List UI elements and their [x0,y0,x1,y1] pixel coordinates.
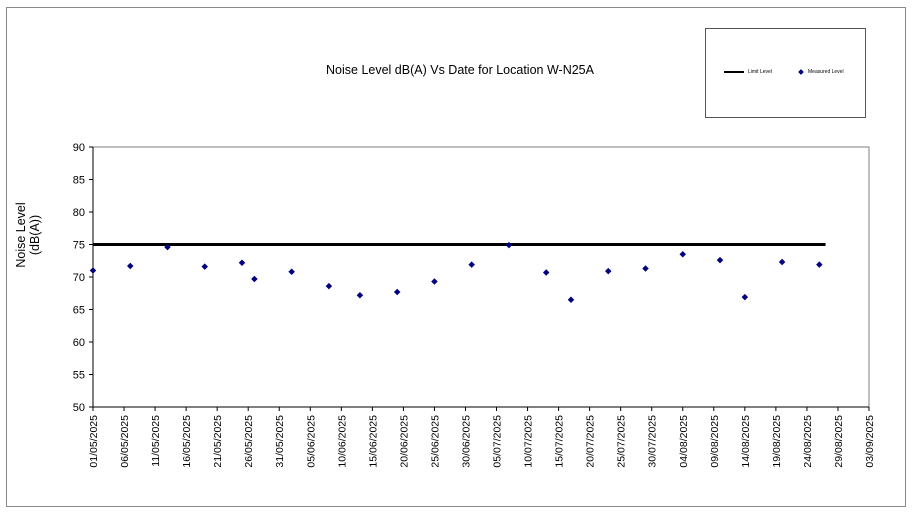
measured-level-point [325,282,333,290]
x-tick-label: 09/08/2025 [709,415,721,468]
x-tick-label: 05/07/2025 [492,415,504,468]
x-tick-label: 30/07/2025 [647,415,659,468]
legend-item-limit-level: Limit Level [724,69,772,75]
legend-line-swatch [724,71,744,73]
chart-title: Noise Level dB(A) Vs Date for Location W… [326,63,594,77]
measured-level-point [567,296,575,304]
measured-level-point [126,262,134,270]
y-tick-label: 65 [73,305,85,317]
measured-level-point [89,267,97,274]
x-tick-label: 01/05/2025 [88,415,100,468]
y-tick-label: 60 [73,337,85,349]
x-tick-label: 29/08/2025 [833,415,845,468]
x-tick-label: 10/06/2025 [336,415,348,468]
x-tick-label: 03/09/2025 [864,415,876,468]
legend-item-measured-level: Measured Level [798,69,844,75]
x-tick-label: 25/06/2025 [429,415,441,468]
x-tick-label: 05/06/2025 [305,415,317,468]
x-tick-label: 30/06/2025 [460,415,472,468]
x-tick-label: 31/05/2025 [274,415,286,468]
measured-level-point [679,250,687,258]
x-tick-label: 20/07/2025 [585,415,597,468]
measured-level-point [431,278,438,285]
y-axis: 50 55 60 65 70 75 80 85 90 [73,142,94,414]
measured-level-point [201,263,208,270]
measured-level-point [605,267,612,275]
y-tick-label: 70 [73,272,85,284]
x-tick-label: 04/08/2025 [678,415,690,468]
measured-level-point [741,293,749,301]
measured-level-point [816,261,823,268]
y-tick-label: 50 [73,402,85,414]
x-tick-label: 16/05/2025 [181,415,193,468]
measured-level-point [251,275,258,283]
x-tick-label: 15/06/2025 [367,415,379,468]
measured-level-point [716,256,724,264]
measured-level-point [468,261,475,268]
legend-label: Limit Level [748,69,772,75]
x-tick-label: 24/08/2025 [802,415,814,468]
measured-level-point [393,288,401,296]
x-tick-label: 06/05/2025 [119,415,131,468]
y-tick-label: 55 [73,370,85,382]
measured-level-point [288,268,295,276]
x-tick-label: 20/06/2025 [398,415,410,468]
series-layer [89,241,826,304]
x-tick-label: 21/05/2025 [212,415,224,468]
plot-area [92,146,870,408]
x-axis: 01/05/2025 06/05/2025 11/05/2025 16/05/2025… [88,406,876,468]
measured-level-point [542,269,550,276]
measured-level-point [778,258,786,266]
x-tick-label: 14/08/2025 [740,415,752,468]
y-tick-label: 90 [73,142,85,154]
y-tick-label: 75 [73,240,85,252]
x-tick-label: 15/07/2025 [554,415,566,468]
x-tick-label: 25/07/2025 [616,415,628,468]
y-tick-label: 80 [73,207,85,219]
x-tick-label: 10/07/2025 [523,415,535,468]
measured-level-point [642,265,649,272]
y-tick-label: 85 [73,175,85,187]
measured-level-point [238,259,246,266]
legend-label: Measured Level [808,69,844,75]
x-tick-label: 19/08/2025 [771,415,783,468]
measured-level-point [505,241,513,249]
measured-level-point [356,291,364,299]
measured-level-point [164,243,171,251]
x-tick-label: 26/05/2025 [243,415,255,468]
legend: Limit Level Measured Level [705,28,866,118]
x-tick-label: 11/05/2025 [150,415,162,467]
